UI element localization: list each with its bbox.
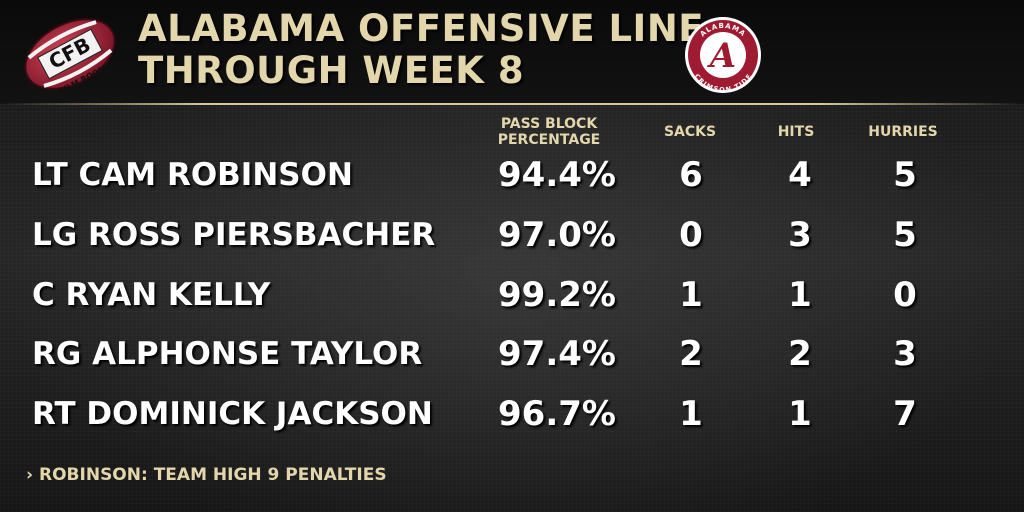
row-sacks: 0 (679, 215, 703, 255)
row-hits: 3 (788, 215, 812, 255)
title-line-1: ALABAMA OFFENSIVE LINE (138, 7, 705, 50)
row-hurries: 5 (893, 215, 917, 255)
row-player-name: C RYAN KELLY (32, 277, 271, 313)
row-pass-block-pct: 99.2% (498, 275, 616, 315)
row-hurries: 7 (893, 394, 917, 434)
footnote: › ROBINSON: TEAM HIGH 9 PENALTIES (26, 464, 387, 486)
alabama-script-a-logo-icon: ALABAMA CRIMSON TIDE A (685, 17, 761, 94)
row-sacks: 1 (679, 275, 703, 315)
header-bar (0, 0, 1024, 104)
column-header-pbp-line-2: PERCENTAGE (497, 132, 601, 148)
chevron-right-icon: › (26, 465, 34, 485)
column-header-pbp-line-1: PASS BLOCK (500, 116, 598, 132)
row-hurries: 5 (893, 155, 917, 195)
title-line-2: THROUGH WEEK 8 (138, 49, 525, 92)
row-hurries: 0 (893, 275, 917, 315)
header-divider (0, 103, 1024, 105)
row-pass-block-pct: 97.4% (498, 334, 616, 374)
row-hits: 1 (788, 394, 812, 434)
column-header-pass-block-percentage: PASS BLOCK PERCENTAGE (490, 116, 608, 148)
column-header-sacks: SACKS (663, 124, 717, 140)
row-hurries: 3 (893, 334, 917, 374)
footnote-text: ROBINSON: TEAM HIGH 9 PENALTIES (39, 465, 387, 485)
row-sacks: 1 (679, 394, 703, 434)
column-header-hurries: HURRIES (868, 124, 938, 140)
team-logo-letter: A (707, 36, 736, 76)
column-header-hits: HITS (777, 124, 815, 140)
football-logo-icon: CFB FILM ROOM (24, 18, 116, 96)
row-pass-block-pct: 97.0% (498, 215, 616, 255)
row-pass-block-pct: 94.4% (498, 155, 616, 195)
row-player-name: LG ROSS PIERSBACHER (32, 217, 436, 253)
row-hits: 2 (788, 334, 812, 374)
row-sacks: 6 (679, 155, 703, 195)
row-hits: 4 (788, 155, 812, 195)
row-player-name: RG ALPHONSE TAYLOR (32, 336, 423, 372)
row-player-name: LT CAM ROBINSON (32, 157, 353, 193)
row-pass-block-pct: 96.7% (498, 394, 616, 434)
row-sacks: 2 (679, 334, 703, 374)
row-player-name: RT DOMINICK JACKSON (32, 396, 433, 432)
row-hits: 1 (788, 275, 812, 315)
page-title: ALABAMA OFFENSIVE LINE THROUGH WEEK 8 (138, 8, 704, 92)
